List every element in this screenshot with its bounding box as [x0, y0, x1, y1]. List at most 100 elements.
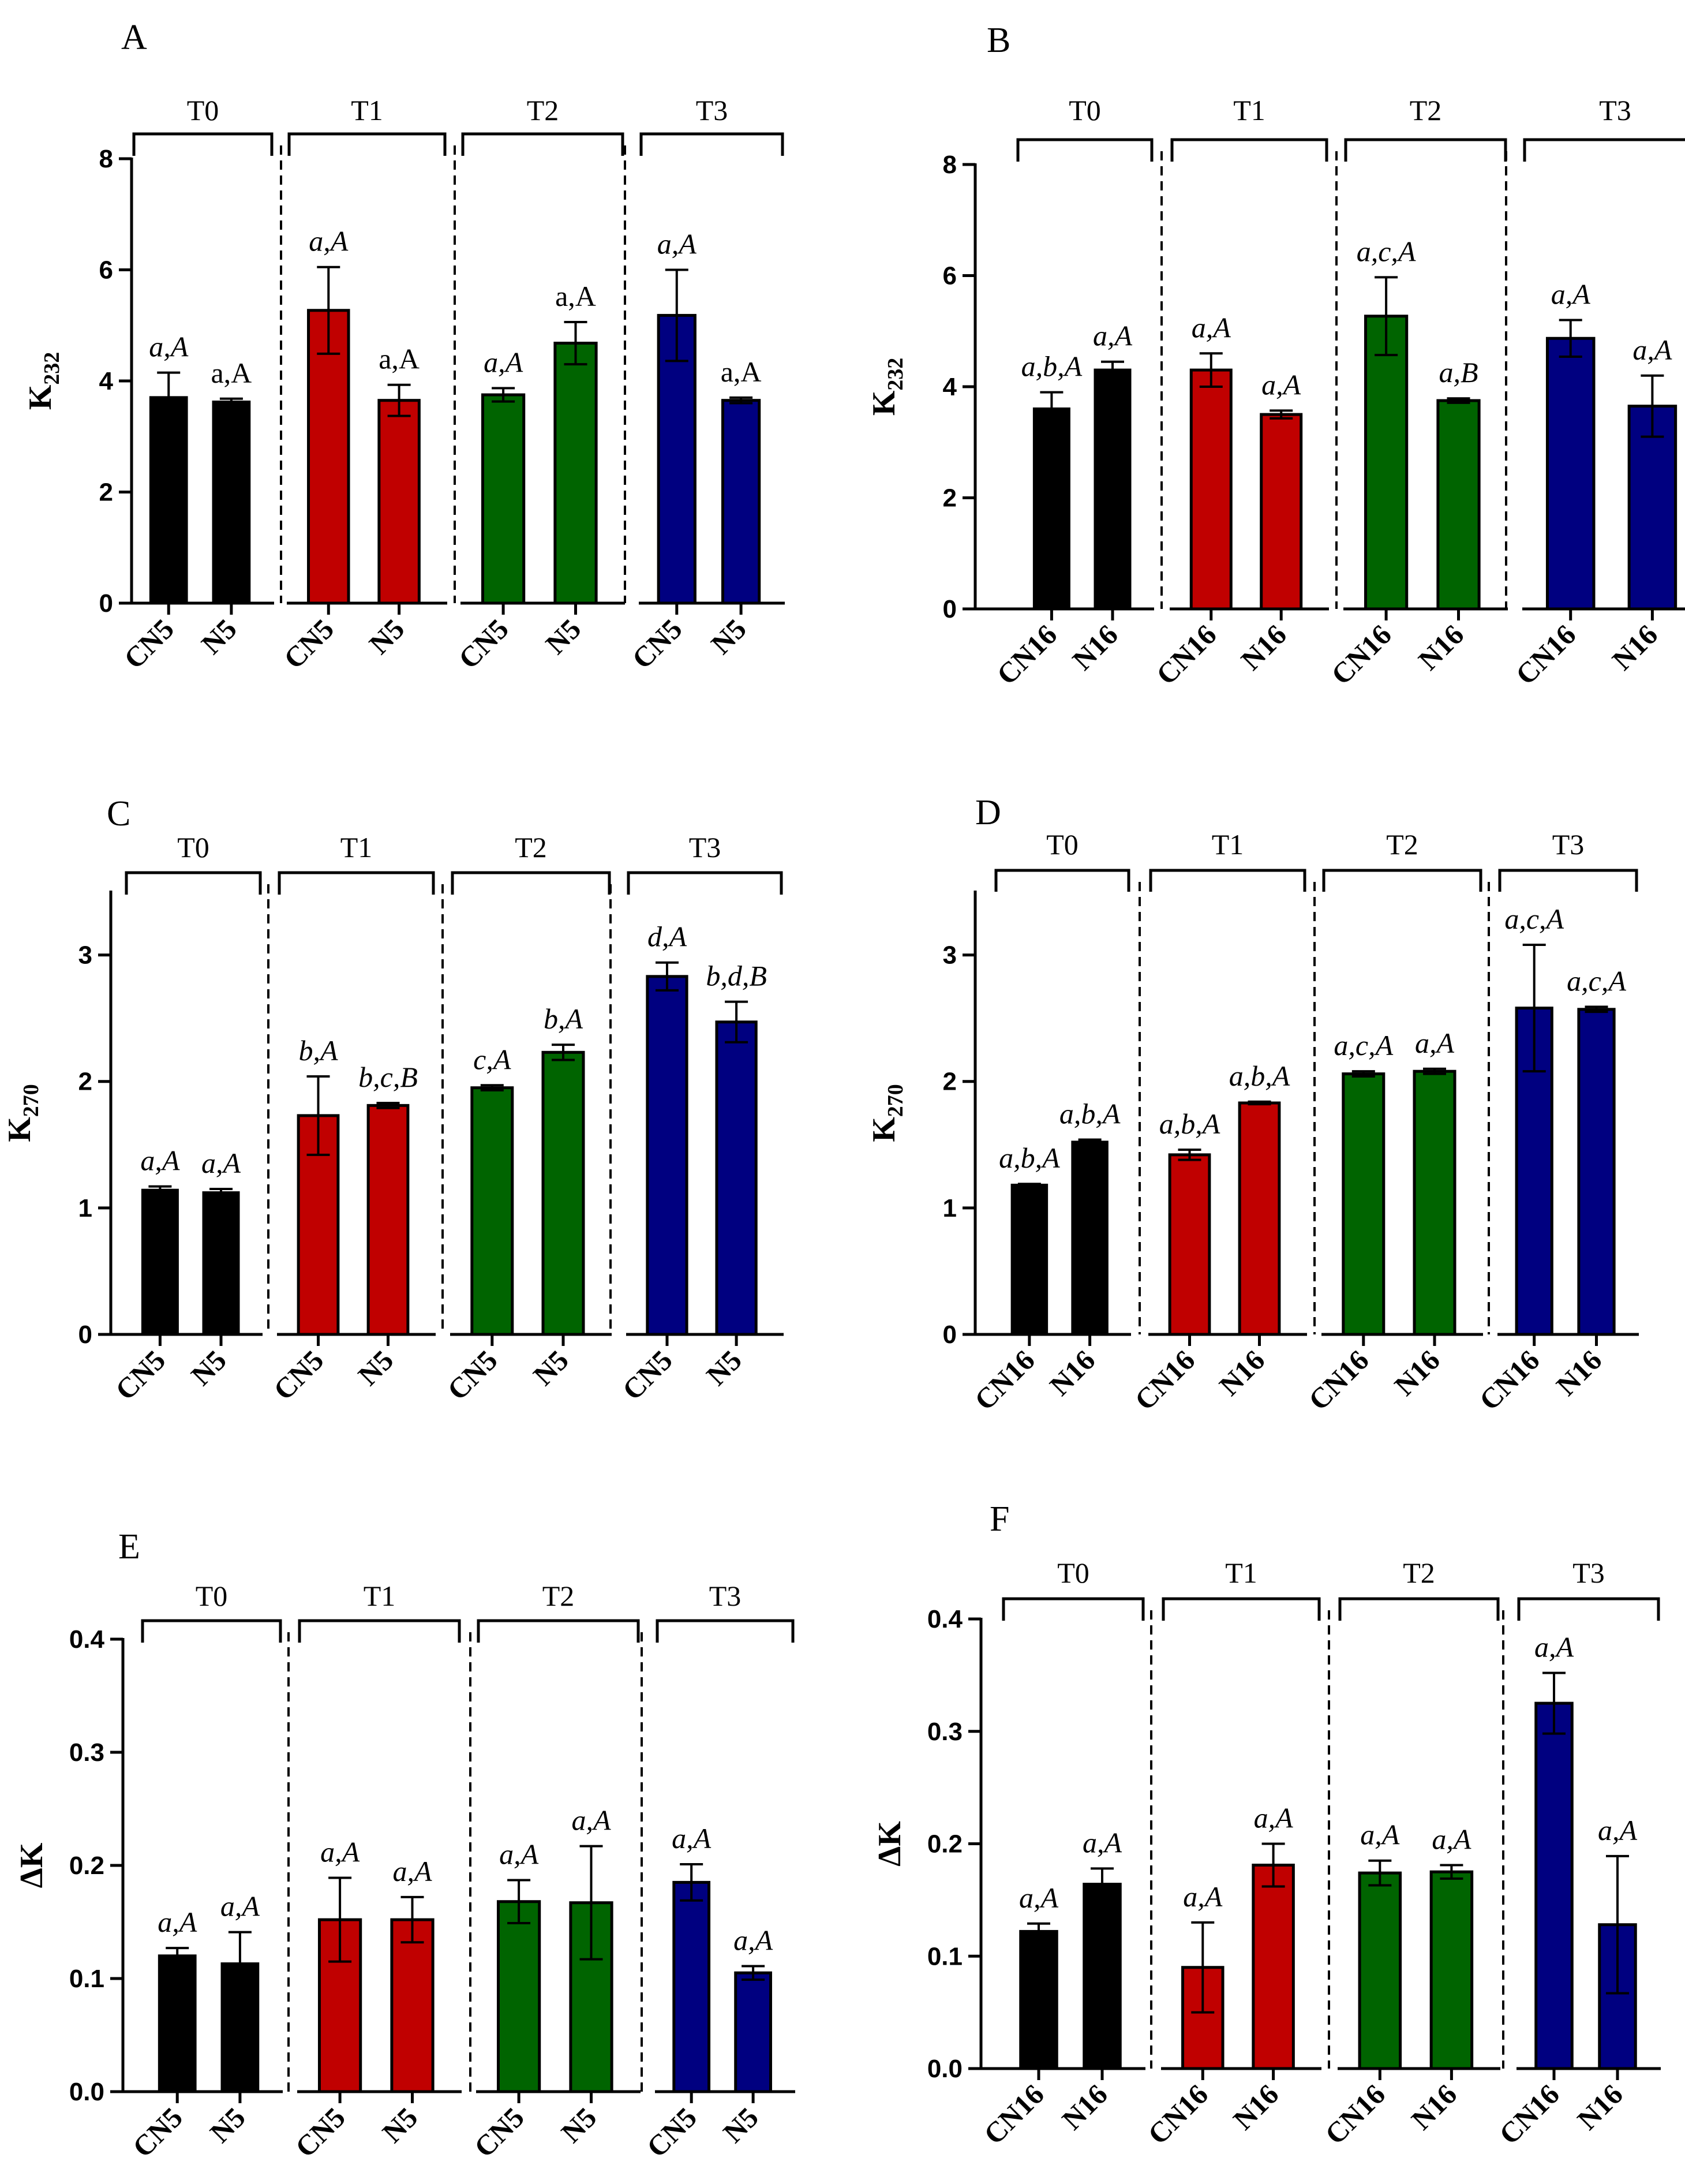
bar	[1094, 368, 1132, 611]
y-axis-title-main: ΔK	[14, 1842, 50, 1888]
bar	[1019, 1929, 1058, 2070]
x-tick-label: CN5	[118, 612, 180, 675]
panel-letter: D	[975, 793, 1001, 832]
group-bracket	[1170, 138, 1328, 162]
y-tick-label: 4	[943, 373, 957, 401]
bar	[1071, 1140, 1109, 1336]
significance-label: a,A	[1415, 1027, 1455, 1059]
significance-label: a,b,A	[1021, 350, 1083, 383]
significance-label: a,c,A	[1334, 1029, 1393, 1061]
x-tick-label: CN16	[968, 1344, 1041, 1416]
panel-letter: A	[121, 18, 147, 57]
group-bracket	[994, 869, 1130, 892]
group-label: T2	[542, 1580, 575, 1612]
group-t3: T3 d,A CN5 b,d,B N5	[616, 831, 783, 1407]
bar	[1342, 1072, 1386, 1336]
significance-label: a,A	[499, 1838, 539, 1870]
group-label: T1	[1212, 828, 1244, 861]
y-tick-label: 2	[78, 1068, 92, 1096]
group-label: T2	[515, 831, 547, 863]
bar	[470, 1086, 514, 1336]
x-tick-label: N5	[351, 1344, 399, 1392]
x-tick-label: N5	[700, 1344, 748, 1392]
group-bracket	[1517, 1597, 1660, 1621]
significance-label: b,A	[298, 1034, 338, 1067]
panel-letter: B	[987, 21, 1010, 60]
y-tick-label: 0.0	[69, 2078, 104, 2106]
y-tick-label: 1	[78, 1194, 92, 1222]
significance-label: a,A	[1432, 1823, 1471, 1856]
x-tick-label: CN16	[1325, 618, 1398, 691]
significance-label: a,A	[220, 1890, 260, 1923]
group-label: T1	[364, 1580, 396, 1612]
y-axis-title-main: ΔK	[872, 1821, 908, 1867]
bar	[158, 1954, 197, 2093]
y-tick-label: 0	[99, 589, 113, 618]
x-tick-label: N16	[1606, 618, 1664, 676]
y-axis-title: ΔK	[14, 1842, 50, 1888]
x-tick-label: CN16	[1141, 2078, 1214, 2151]
x-tick-label: N16	[1405, 2078, 1463, 2136]
panel-d: D 0 1 2 3 K270 T0 a,b,A CN16 a,b,A N16 T1 a,b,A CN16 a…	[866, 793, 1639, 1416]
group-bracket	[1016, 138, 1154, 162]
group-label: T2	[527, 94, 559, 126]
significance-label: a,A	[379, 343, 420, 375]
group-label: T2	[1410, 94, 1442, 126]
significance-label: a,A	[1192, 311, 1231, 343]
significance-label: a,b,A	[1229, 1060, 1290, 1092]
y-tick-label: 0.4	[69, 1625, 105, 1654]
x-tick-label: N16	[1066, 618, 1124, 676]
group-label: T3	[1552, 828, 1585, 861]
bar	[366, 1104, 410, 1336]
x-tick-label: N16	[1234, 618, 1292, 676]
group-label: T2	[1386, 828, 1418, 861]
y-axis-title: K232	[23, 352, 64, 410]
significance-label: a,A	[158, 1906, 197, 1938]
group-bracket	[1162, 1597, 1321, 1621]
y-tick-label: 3	[943, 941, 957, 970]
group-label: T1	[1233, 94, 1265, 126]
group-t1: T1 a,A CN16 a,A N16	[1141, 1557, 1321, 2151]
significance-label: a,A	[721, 356, 762, 388]
significance-label: b,d,B	[706, 960, 767, 992]
x-tick-label: CN16	[1150, 618, 1223, 691]
y-tick-label: 0.3	[69, 1738, 104, 1767]
panel-letter: F	[990, 1499, 1009, 1539]
significance-label: a,c,A	[1567, 964, 1626, 997]
group-label: T3	[689, 831, 721, 863]
bar	[149, 396, 188, 605]
x-tick-label: N5	[195, 612, 243, 660]
significance-label: b,c,B	[358, 1061, 418, 1093]
bar	[390, 1918, 435, 2093]
group-t0: T0 a,A CN16 a,A N16	[978, 1557, 1145, 2151]
bar	[1252, 1864, 1295, 2070]
significance-label: a,A	[1093, 320, 1133, 352]
group-t0: T0 a,b,A CN16 a,A N16	[990, 94, 1154, 691]
x-tick-label: N5	[376, 2101, 424, 2149]
x-tick-label: N5	[705, 612, 752, 660]
group-label: T1	[1225, 1557, 1257, 1589]
x-tick-label: CN5	[641, 2101, 703, 2163]
bar	[1032, 407, 1070, 611]
significance-label: a,b,A	[999, 1142, 1060, 1174]
x-tick-label: N5	[539, 612, 587, 660]
significance-label: a,A	[555, 280, 596, 312]
group-label: T0	[1069, 94, 1101, 126]
x-tick-label: N16	[1388, 1344, 1446, 1401]
significance-label: b,A	[544, 1003, 583, 1035]
significance-label: a,A	[657, 228, 697, 260]
bar	[1436, 399, 1481, 611]
significance-label: a,A	[1254, 1802, 1294, 1834]
group-bracket	[125, 871, 262, 895]
x-tick-label: N5	[204, 2101, 252, 2149]
group-t1: T1 a,A CN5 a,A N5	[278, 94, 447, 675]
group-label: T3	[1572, 1557, 1605, 1589]
y-tick-label: 1	[943, 1194, 957, 1222]
bar	[1238, 1101, 1281, 1336]
x-tick-label: CN5	[626, 612, 688, 675]
y-axis-title-main: K	[866, 1117, 902, 1142]
x-tick-label: N16	[1227, 2078, 1285, 2136]
significance-label: a,B	[1439, 356, 1478, 388]
x-tick-label: CN16	[1509, 618, 1582, 691]
